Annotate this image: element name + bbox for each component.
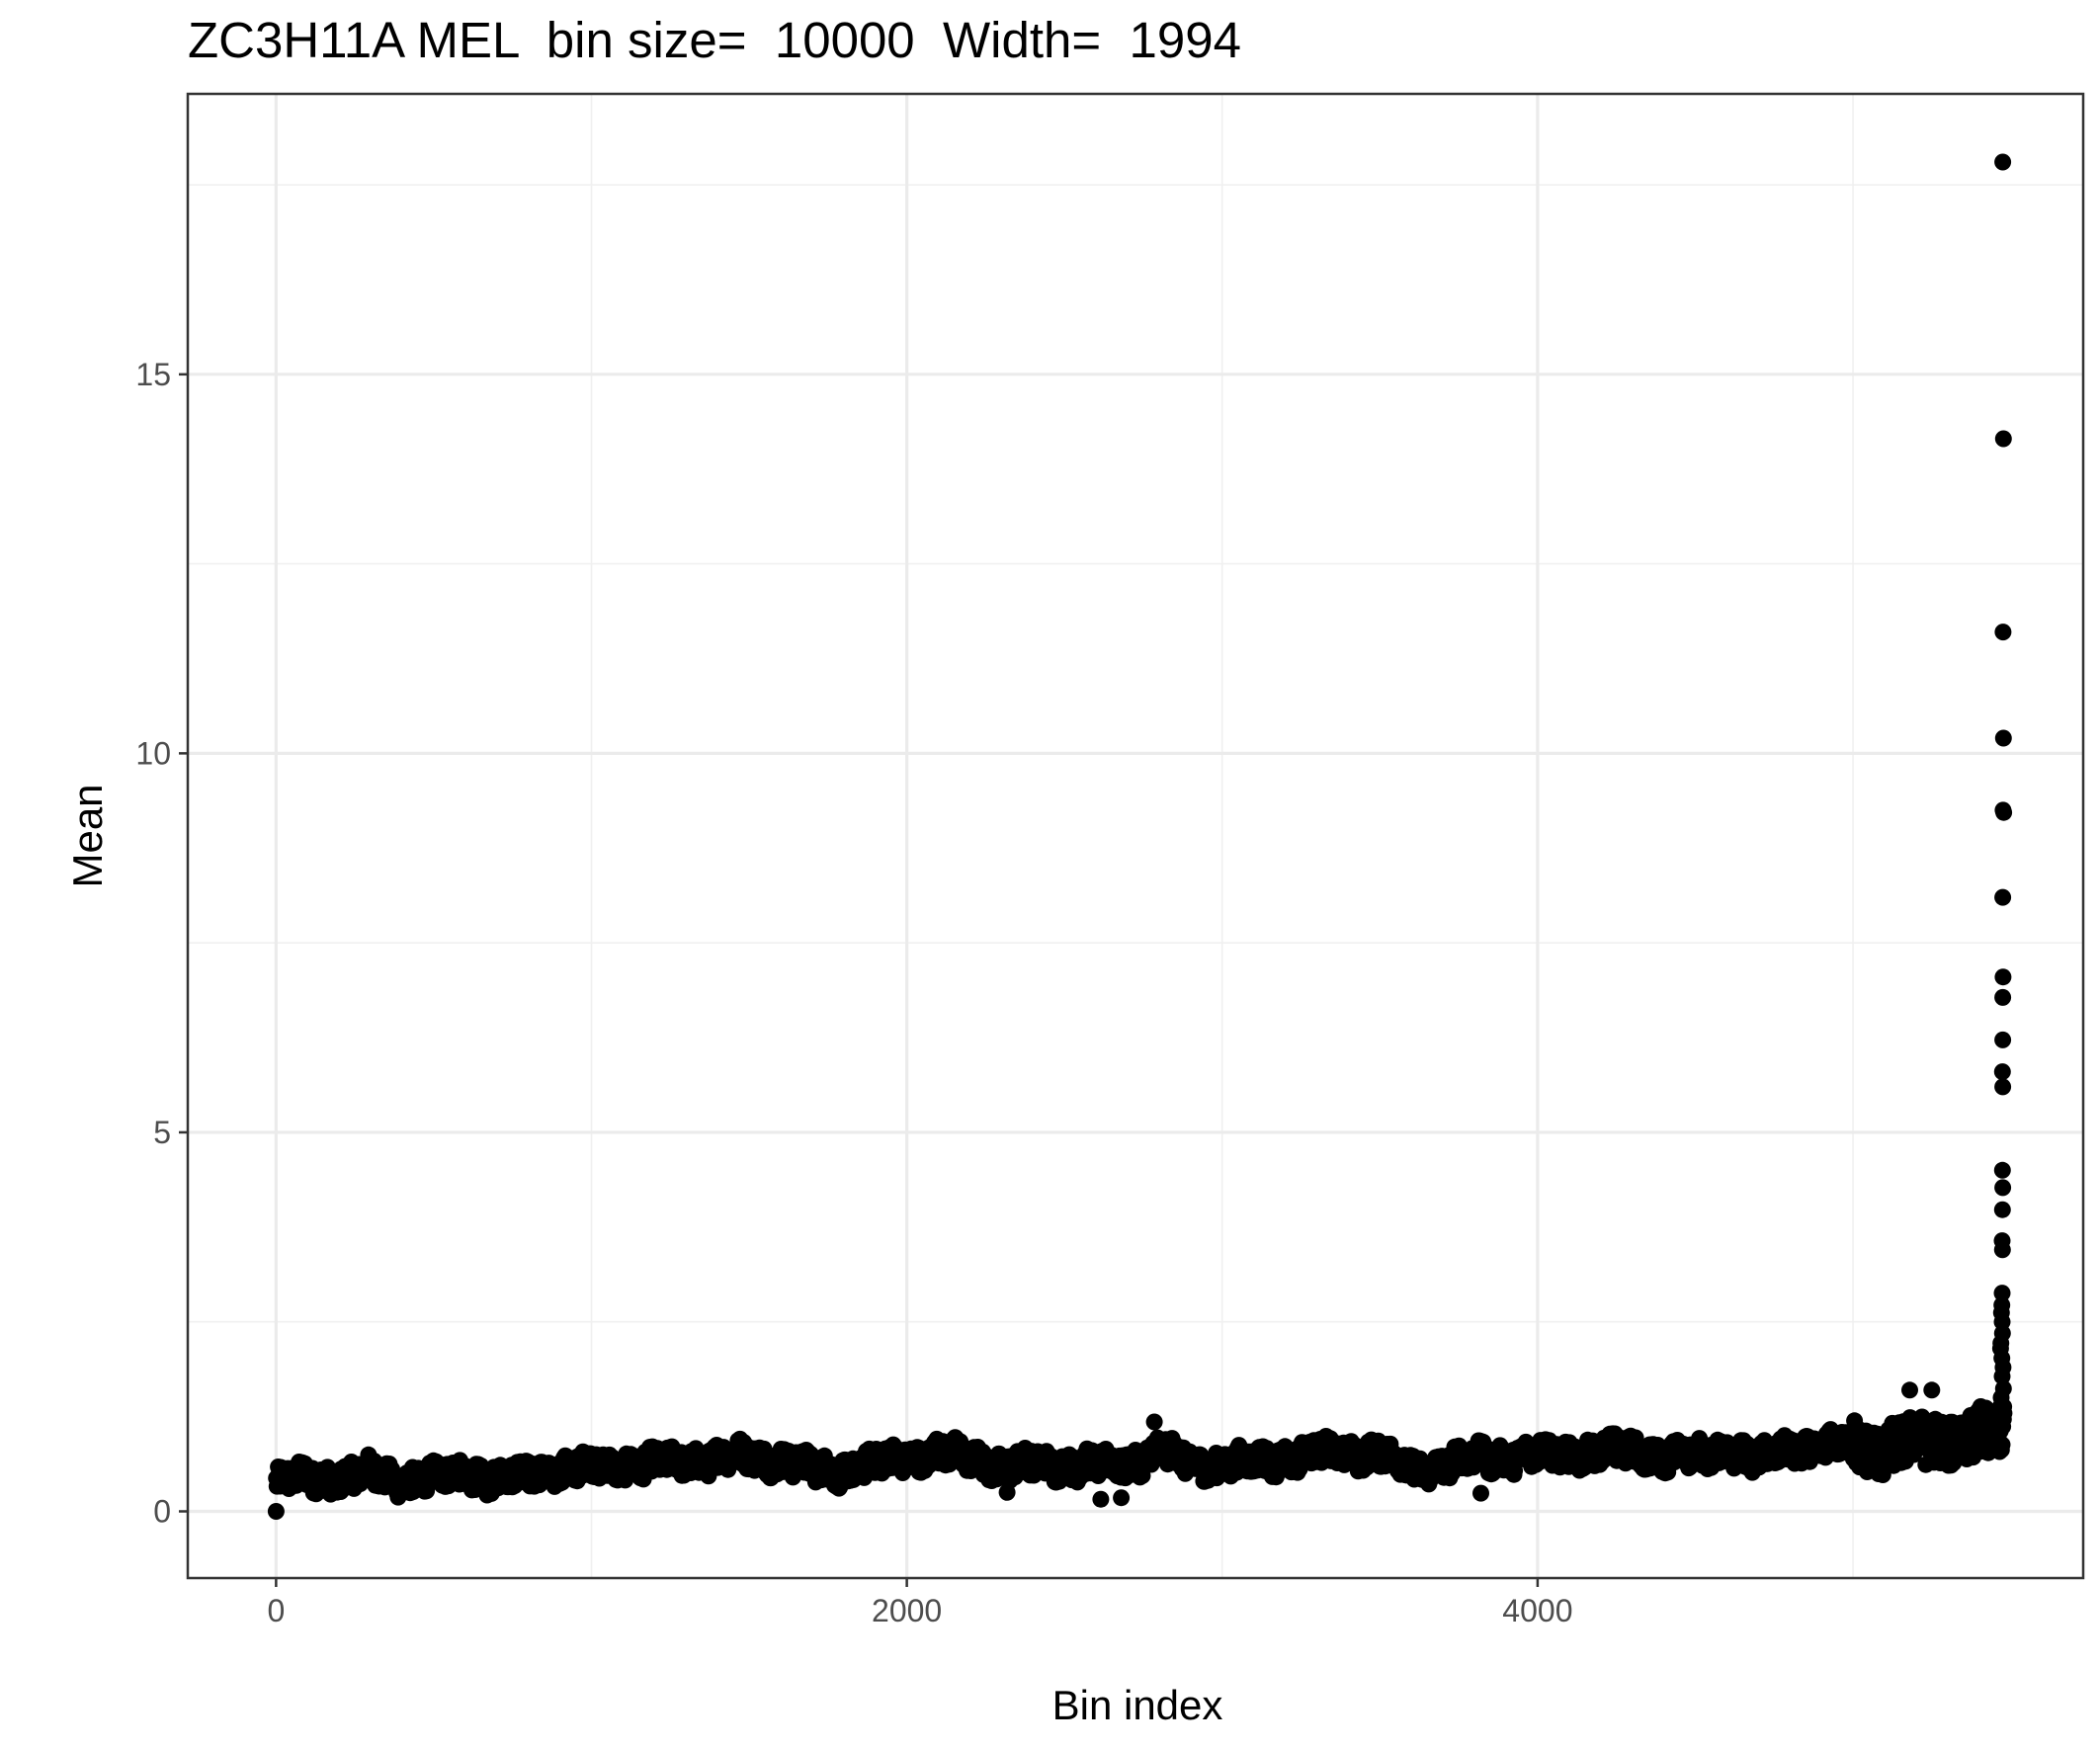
y-tick-label-2: 10 — [135, 735, 171, 771]
y-tick-label-1: 5 — [153, 1115, 171, 1150]
minor-gridlines — [188, 94, 2083, 1578]
data-points — [267, 153, 2013, 1520]
outlier-point-7 — [1923, 1381, 1941, 1399]
y-tick-label-0: 0 — [153, 1493, 171, 1529]
outlier-point-16 — [1994, 988, 2012, 1006]
x-axis-title: Bin index — [1052, 1682, 1223, 1728]
outlier-point-18 — [1993, 1063, 2011, 1081]
outlier-point-3 — [998, 1483, 1016, 1501]
y-axis-title: Mean — [64, 784, 111, 887]
outlier-point-20 — [1993, 1161, 2011, 1179]
x-tick-label-2: 4000 — [1502, 1593, 1572, 1628]
outlier-point-4 — [1472, 1484, 1489, 1502]
outlier-point-25 — [1993, 1285, 2011, 1302]
outlier-point-39 — [1994, 1418, 2012, 1436]
x-tick-label-0: 0 — [267, 1593, 285, 1628]
outlier-point-6 — [1901, 1381, 1918, 1399]
chart-title: ZC3H11A MEL bin size= 10000 Width= 1994 — [188, 12, 1241, 68]
y-axis: 0 5 10 15 — [135, 357, 188, 1529]
x-axis: 0 2000 4000 — [267, 1578, 1572, 1628]
outlier-point-0 — [267, 1503, 285, 1520]
outlier-point-22 — [1993, 1201, 2011, 1218]
outlier-point-15 — [1994, 968, 2012, 986]
outlier-point-5 — [1145, 1413, 1163, 1431]
y-tick-label-3: 15 — [135, 357, 171, 392]
outlier-point-8 — [1994, 153, 2012, 171]
outlier-point-9 — [1994, 430, 2012, 448]
outlier-point-1 — [1092, 1490, 1110, 1508]
outlier-point-14 — [1994, 888, 2012, 906]
outlier-point-24 — [1993, 1241, 2011, 1259]
data-point — [1993, 1436, 2011, 1454]
outlier-point-10 — [1994, 624, 2012, 641]
outlier-point-11 — [1994, 729, 2012, 747]
major-gridlines — [188, 94, 2083, 1578]
outlier-point-21 — [1994, 1179, 2012, 1197]
plot-panel-border — [186, 92, 2085, 1580]
outlier-point-13 — [1995, 803, 2013, 821]
outlier-point-2 — [1113, 1489, 1131, 1507]
outlier-point-34 — [1993, 1368, 2011, 1385]
outlier-point-19 — [1994, 1078, 2012, 1096]
outlier-point-17 — [1994, 1031, 2012, 1048]
x-tick-label-1: 2000 — [872, 1593, 942, 1628]
